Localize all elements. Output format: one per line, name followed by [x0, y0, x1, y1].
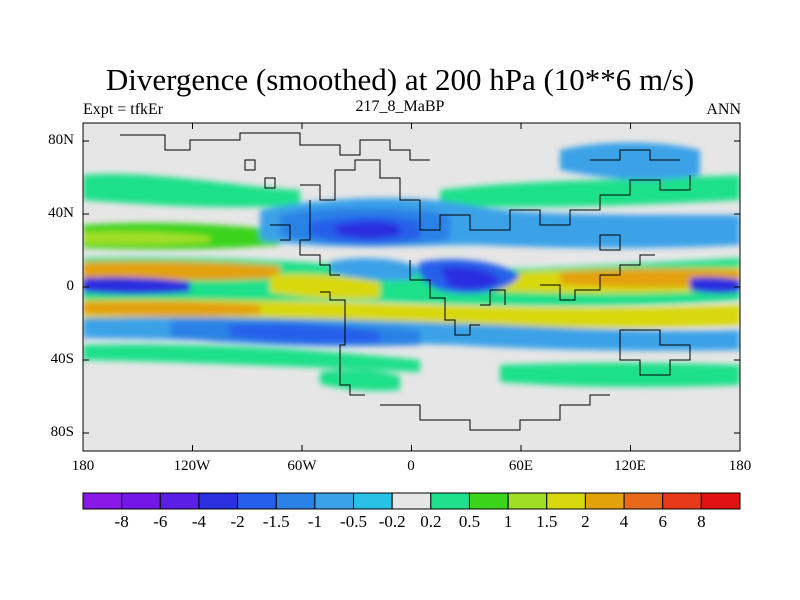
colorbar-swatch: [546, 492, 586, 510]
colorbar-label: 8: [697, 512, 706, 531]
colorbar-swatch: [584, 492, 625, 510]
colorbar-label: -6: [153, 512, 168, 531]
map-title: Divergence (smoothed) at 200 hPa (10**6 …: [105, 62, 695, 97]
lat-tick-80s: 80S: [50, 424, 74, 440]
colorbar-swatch: [507, 492, 548, 510]
colorbar-swatch: [275, 492, 316, 510]
colorbar: [82, 492, 741, 510]
lon-tick-60e: 60E: [508, 458, 534, 474]
colorbar-swatch: [121, 492, 161, 510]
lon-tick-0: 0: [407, 458, 415, 474]
experiment-label: Expt = tfkEr: [83, 101, 164, 118]
coastline: [120, 132, 691, 431]
lon-tick-120w: 120W: [173, 458, 211, 474]
colorbar-label: 1.5: [536, 512, 558, 531]
colorbar-swatch: [198, 492, 239, 510]
colorbar-label: 6: [658, 512, 667, 531]
colorbar-label: -1.5: [262, 512, 290, 531]
tick-marks: [82, 123, 741, 451]
colorbar-swatch: [314, 492, 355, 510]
colorbar-label: -8: [114, 512, 129, 531]
contour-field: [83, 123, 740, 451]
colorbar-label: -0.2: [378, 512, 406, 531]
lon-tick-180-right: 180: [728, 458, 752, 474]
colorbar-swatch: [623, 492, 664, 510]
period-label: 217_8_MaBP: [355, 98, 445, 115]
colorbar-swatch: [159, 492, 200, 510]
colorbar-swatch: [391, 492, 432, 510]
lat-tick-40s: 40S: [50, 351, 74, 367]
colorbar-swatch: [237, 492, 277, 510]
colorbar-label: -4: [191, 512, 207, 531]
colorbar-swatch: [430, 492, 470, 510]
colorbar-label: 1: [503, 512, 513, 531]
colorbar-label: -1: [307, 512, 322, 531]
colorbar-label: 4: [619, 512, 629, 531]
lat-tick-0: 0: [66, 278, 75, 294]
colorbar-label: -2: [230, 512, 245, 531]
lat-tick-40n: 40N: [48, 205, 74, 221]
colorbar-label: 2: [581, 512, 590, 531]
colorbar-label: 0.5: [458, 512, 481, 531]
lat-tick-80n: 80N: [48, 132, 74, 148]
colorbar-swatch: [468, 492, 509, 510]
lon-tick-60w: 60W: [287, 458, 317, 474]
lon-tick-180-left: 180: [71, 458, 95, 474]
colorbar-swatch: [353, 492, 393, 510]
colorbar-label: -0.5: [340, 512, 367, 531]
colorbar-swatch: [700, 492, 741, 510]
lon-tick-120e: 120E: [614, 458, 646, 474]
colorbar-label: 0.2: [420, 512, 442, 531]
season-label: ANN: [706, 101, 741, 118]
colorbar-swatch: [662, 492, 702, 510]
colorbar-swatch: [82, 492, 123, 510]
